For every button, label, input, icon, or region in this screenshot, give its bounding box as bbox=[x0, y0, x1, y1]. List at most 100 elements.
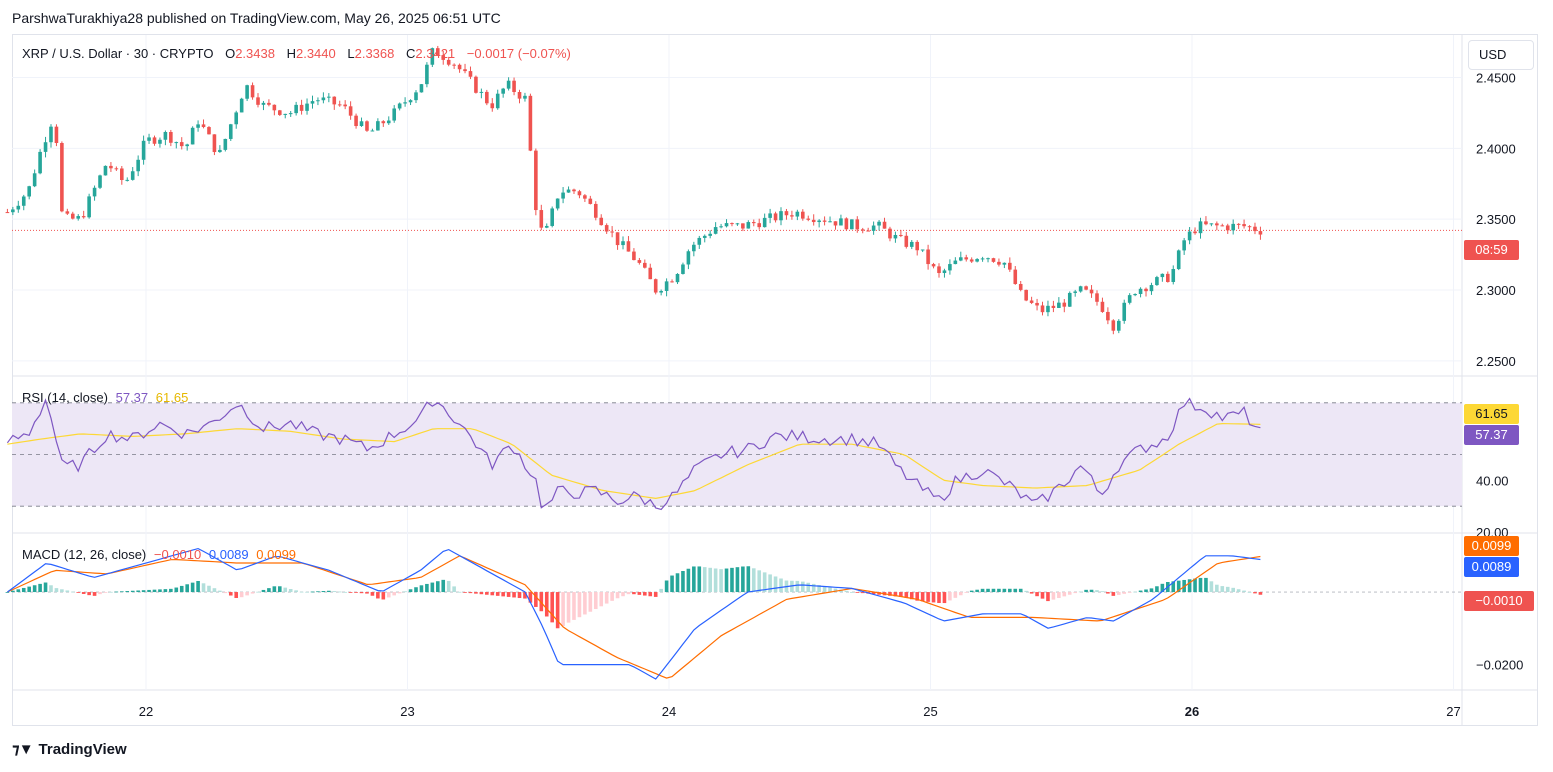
rsi-title[interactable]: RSI (14, close) bbox=[22, 390, 108, 405]
candle-body bbox=[163, 131, 168, 140]
macd-histogram-bar bbox=[1062, 592, 1067, 597]
macd-histogram-bar bbox=[38, 583, 42, 593]
candle-body bbox=[664, 281, 669, 291]
macd-histogram-bar bbox=[359, 592, 364, 594]
candle-body bbox=[109, 165, 113, 169]
macd-histogram-bar bbox=[588, 592, 593, 612]
candle-body bbox=[506, 80, 511, 89]
macd-histogram-bar bbox=[223, 592, 228, 594]
macd-histogram-bar bbox=[550, 592, 554, 623]
candle-body bbox=[1171, 269, 1176, 282]
candle-body bbox=[1002, 262, 1007, 265]
macd-histogram-bar bbox=[474, 592, 478, 594]
macd-histogram-bar bbox=[817, 585, 821, 593]
macd-histogram-bar bbox=[757, 570, 762, 593]
candle-body bbox=[1057, 302, 1061, 308]
macd-histogram-bar bbox=[43, 582, 48, 593]
macd-line-value: 0.0089 bbox=[208, 547, 249, 562]
macd-histogram-bar bbox=[1171, 581, 1176, 593]
macd-histogram-bar bbox=[599, 592, 604, 607]
candle-body bbox=[1127, 295, 1132, 303]
macd-histogram-bar bbox=[109, 591, 113, 593]
macd-histogram-bar bbox=[141, 590, 146, 593]
macd-histogram-bar bbox=[1100, 591, 1105, 593]
hist-tag: −0.0010 bbox=[1464, 591, 1534, 611]
candle-body bbox=[332, 96, 337, 105]
macd-histogram-bar bbox=[174, 587, 179, 593]
macd-histogram-bar bbox=[997, 588, 1001, 593]
candle-body bbox=[1084, 286, 1088, 290]
macd-histogram-bar bbox=[343, 591, 347, 593]
candle-body bbox=[11, 209, 15, 213]
macd-histogram-bar bbox=[332, 591, 337, 593]
macd-tick-label: −0.0200 bbox=[1476, 658, 1523, 673]
candle-body bbox=[948, 264, 952, 271]
candle-body bbox=[130, 171, 135, 180]
macd-histogram-bar bbox=[425, 583, 429, 593]
rsi-tag: 57.37 bbox=[1464, 425, 1519, 445]
candle-body bbox=[120, 168, 124, 181]
candle-body bbox=[909, 241, 914, 247]
candle-body bbox=[926, 249, 930, 265]
candle-body bbox=[741, 223, 745, 229]
candle-body bbox=[1220, 225, 1225, 227]
low-value: 2.3368 bbox=[354, 46, 395, 61]
macd-histogram-bar bbox=[1242, 590, 1246, 593]
macd-histogram-bar bbox=[207, 585, 211, 593]
candle-body bbox=[76, 216, 81, 219]
macd-histogram-bar bbox=[713, 568, 718, 593]
candle-body bbox=[49, 126, 53, 143]
candle-body bbox=[1111, 320, 1116, 331]
candle-body bbox=[931, 264, 936, 267]
macd-histogram-bar bbox=[16, 589, 21, 593]
candle-body bbox=[1046, 305, 1050, 313]
symbol-label[interactable]: XRP / U.S. Dollar · 30 · CRYPTO bbox=[22, 46, 214, 61]
macd-histogram-bar bbox=[888, 592, 892, 596]
macd-histogram-bar bbox=[1106, 592, 1110, 594]
candle-body bbox=[1067, 292, 1072, 307]
macd-histogram-bar bbox=[147, 589, 151, 593]
macd-histogram-bar bbox=[348, 592, 353, 593]
candle-body bbox=[70, 213, 75, 219]
footer-brand[interactable]: ⁊▼ TradingView bbox=[12, 740, 127, 759]
macd-histogram-bar bbox=[659, 588, 663, 593]
macd-title[interactable]: MACD (12, 26, close) bbox=[22, 547, 147, 562]
macd-histogram-bar bbox=[169, 588, 173, 593]
macd-histogram-bar bbox=[457, 591, 462, 593]
currency-button[interactable]: USD bbox=[1468, 40, 1534, 70]
macd-histogram-bar bbox=[986, 588, 990, 593]
macd-histogram-bar bbox=[130, 590, 135, 593]
candle-body bbox=[681, 264, 685, 274]
candle-body bbox=[1204, 221, 1208, 225]
macd-histogram-bar bbox=[239, 592, 244, 598]
candle-body bbox=[65, 211, 70, 214]
price-tick-label: 2.3500 bbox=[1476, 212, 1516, 227]
macd-histogram-bar bbox=[926, 592, 930, 602]
macd-histogram-bar bbox=[337, 591, 342, 593]
candle-body bbox=[790, 215, 794, 217]
macd-histogram-bar bbox=[65, 590, 70, 593]
candle-body bbox=[751, 222, 756, 224]
macd-histogram-bar bbox=[593, 592, 598, 610]
rsi-tick-label: 40.00 bbox=[1476, 473, 1509, 488]
candle-body bbox=[969, 259, 974, 262]
macd-histogram-bar bbox=[76, 592, 81, 593]
candle-body bbox=[490, 103, 495, 109]
candle-body bbox=[795, 211, 800, 217]
candle-body bbox=[675, 273, 680, 283]
macd-histogram-bar bbox=[572, 592, 576, 620]
candle-body bbox=[435, 48, 440, 56]
macd-histogram-bar bbox=[261, 589, 266, 593]
macd-histogram-bar bbox=[980, 588, 985, 593]
candle-body bbox=[899, 234, 903, 236]
macd-histogram-bar bbox=[490, 592, 495, 596]
candle-body bbox=[801, 211, 805, 219]
candle-body bbox=[463, 69, 467, 72]
candle-body bbox=[223, 138, 228, 150]
candle-body bbox=[670, 281, 674, 283]
macd-histogram-bar bbox=[49, 585, 53, 593]
candle-body bbox=[648, 267, 653, 280]
candle-body bbox=[430, 48, 435, 65]
macd-histogram-bar bbox=[283, 587, 288, 593]
